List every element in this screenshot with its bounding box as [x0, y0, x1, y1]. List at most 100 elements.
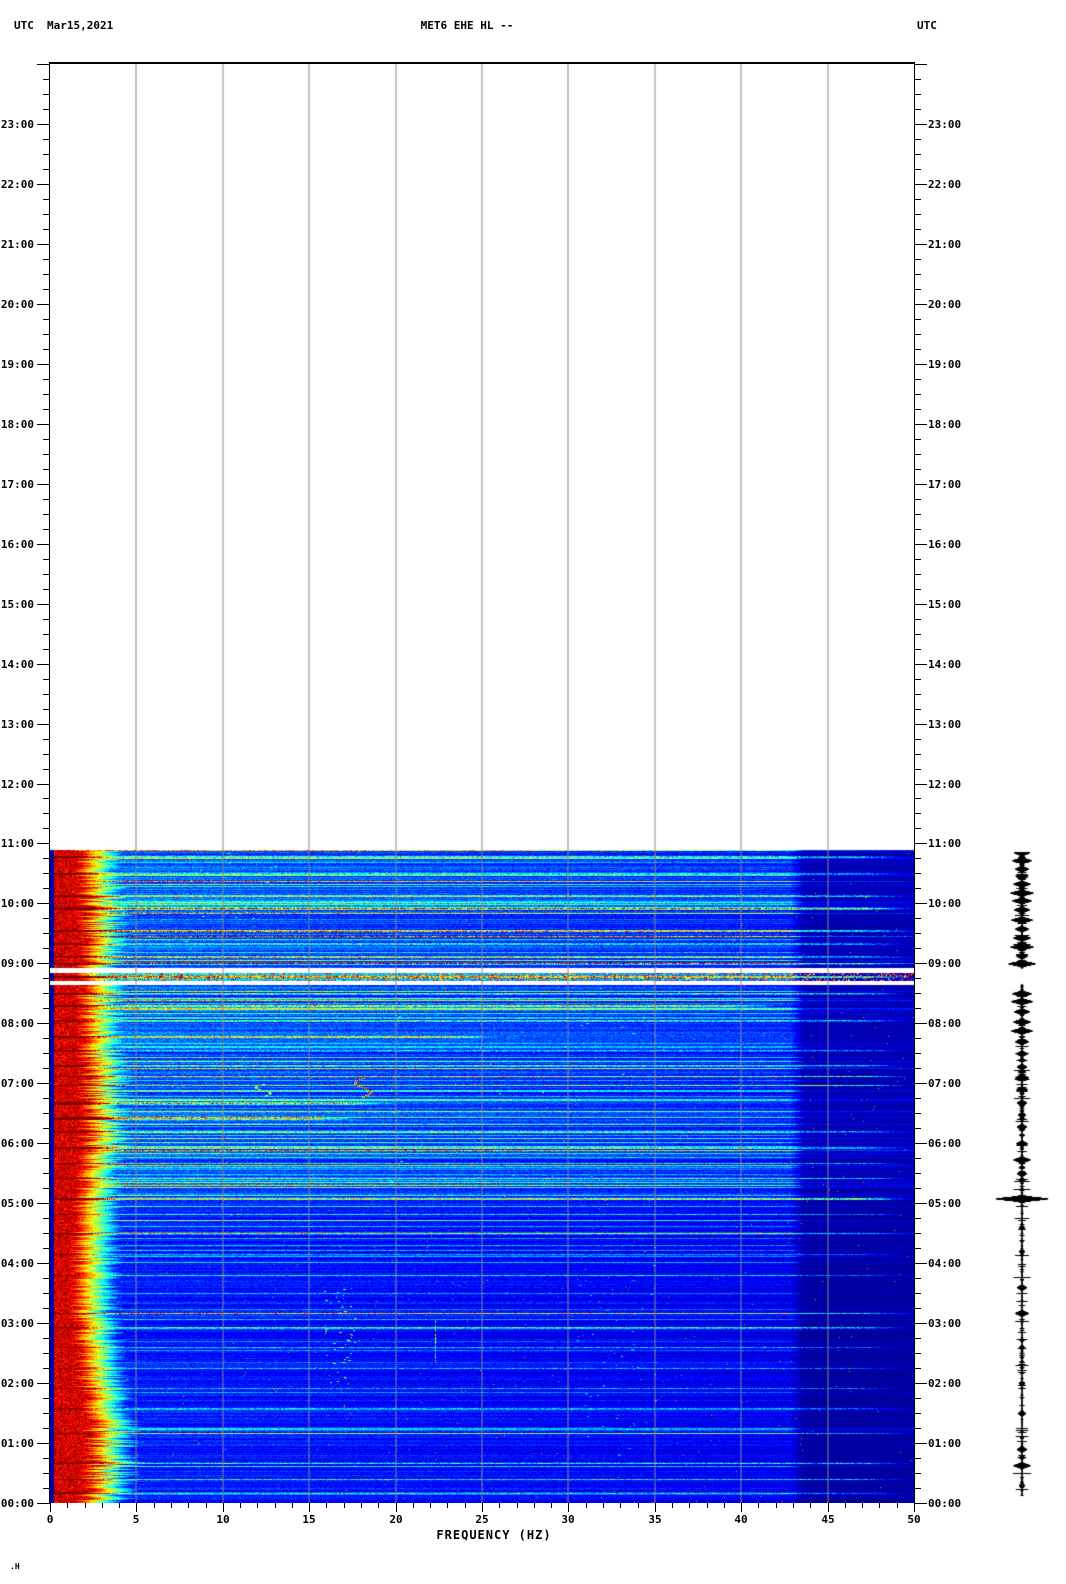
x-axis-tick: [67, 1503, 68, 1508]
x-axis-tick: [689, 1503, 690, 1508]
y-axis-tick-left: [37, 1323, 50, 1324]
x-axis-tick: [136, 1503, 137, 1512]
y-axis-tick-left: [43, 1458, 50, 1459]
x-axis-tick: [586, 1503, 587, 1508]
y-axis-tick-left: [43, 1038, 50, 1039]
y-axis-tick-left: [43, 1248, 50, 1249]
y-axis-tick-right: [914, 963, 927, 964]
x-axis-tick: [482, 1503, 483, 1512]
y-tick-label-right: 10:00: [928, 897, 962, 910]
y-tick-label-left: 04:00: [0, 1257, 34, 1270]
y-axis-tick-right: [914, 1368, 921, 1369]
y-tick-label-right: 06:00: [928, 1137, 962, 1150]
x-axis-tick: [620, 1503, 621, 1508]
y-axis-tick-left: [43, 634, 50, 635]
y-axis-tick-right: [914, 544, 927, 545]
y-axis-tick-left: [37, 843, 50, 844]
y-tick-label-left: 11:00: [0, 837, 34, 850]
y-tick-label-left: 21:00: [0, 238, 34, 251]
x-axis-tick: [517, 1503, 518, 1508]
y-tick-label-right: 00:00: [928, 1497, 962, 1510]
x-axis-tick: [309, 1503, 310, 1512]
y-axis-tick-right: [914, 439, 921, 440]
y-axis-tick-right: [914, 1083, 927, 1084]
y-axis-tick-left: [37, 64, 50, 65]
y-tick-label-left: 20:00: [0, 298, 34, 311]
y-axis-tick-right: [914, 559, 921, 560]
x-tick-label: 25: [475, 1513, 489, 1526]
y-axis-tick-left: [43, 754, 50, 755]
y-axis-tick-left: [37, 304, 50, 305]
y-axis-tick-right: [914, 1173, 921, 1174]
y-axis-tick-left: [43, 169, 50, 170]
y-axis-tick-left: [43, 1098, 50, 1099]
y-axis-tick-right: [914, 214, 921, 215]
y-axis-tick-right: [914, 79, 921, 80]
x-axis-tick: [724, 1503, 725, 1508]
y-axis-tick-left: [37, 903, 50, 904]
y-axis-tick-left: [43, 873, 50, 874]
y-tick-label-right: 15:00: [928, 598, 962, 611]
y-axis-tick-right: [914, 109, 921, 110]
footer-mark: .H: [10, 1562, 20, 1571]
y-axis-tick-left: [43, 1368, 50, 1369]
x-axis-tick: [378, 1503, 379, 1508]
y-tick-label-left: 08:00: [0, 1017, 34, 1030]
y-axis-tick-left: [43, 918, 50, 919]
y-axis-tick-left: [37, 1023, 50, 1024]
x-axis-tick: [223, 1503, 224, 1512]
y-axis-tick-right: [914, 1068, 921, 1069]
x-tick-label: 35: [648, 1513, 662, 1526]
y-axis-tick-left: [43, 274, 50, 275]
y-axis-tick-right: [914, 784, 927, 785]
y-axis-tick-right: [914, 1023, 927, 1024]
y-axis-tick-right: [914, 769, 921, 770]
y-tick-label-right: 11:00: [928, 837, 962, 850]
x-axis-tick: [206, 1503, 207, 1508]
y-axis-tick-left: [43, 828, 50, 829]
y-tick-label-left: 22:00: [0, 178, 34, 191]
y-tick-label-right: 03:00: [928, 1317, 962, 1330]
x-tick-label: 50: [907, 1513, 921, 1526]
y-axis-tick-right: [914, 529, 921, 530]
y-axis-tick-right: [914, 1308, 921, 1309]
y-axis-tick-left: [37, 544, 50, 545]
y-axis-tick-right: [914, 918, 921, 919]
y-axis-tick-right: [914, 709, 921, 710]
y-axis-tick-left: [43, 319, 50, 320]
y-axis-tick-right: [914, 1278, 921, 1279]
y-axis-tick-left: [43, 94, 50, 95]
y-axis-tick-right: [914, 888, 921, 889]
x-axis-tick: [914, 1503, 915, 1512]
y-axis-tick-left: [43, 1308, 50, 1309]
y-axis-tick-left: [43, 888, 50, 889]
y-tick-label-right: 21:00: [928, 238, 962, 251]
y-tick-label-right: 19:00: [928, 358, 962, 371]
y-axis-tick-right: [914, 813, 921, 814]
x-tick-label: 5: [132, 1513, 140, 1526]
y-tick-label-left: 00:00: [0, 1497, 34, 1510]
y-axis-tick-right: [914, 229, 921, 230]
x-tick-label: 45: [821, 1513, 835, 1526]
y-axis-tick-right: [914, 1053, 921, 1054]
y-axis-tick-right: [914, 1008, 921, 1009]
y-axis-tick-right: [914, 1383, 927, 1384]
y-axis-tick-left: [37, 484, 50, 485]
y-axis-tick-left: [43, 739, 50, 740]
y-tick-label-left: 10:00: [0, 897, 34, 910]
y-axis-tick-right: [914, 1203, 927, 1204]
y-axis-tick-left: [37, 724, 50, 725]
y-axis-tick-right: [914, 379, 921, 380]
y-axis-tick-right: [914, 664, 927, 665]
x-axis-tick: [741, 1503, 742, 1512]
spectrogram-canvas: [50, 64, 914, 1503]
x-axis-tick: [672, 1503, 673, 1508]
y-axis-tick-right: [914, 424, 927, 425]
y-axis-tick-left: [43, 439, 50, 440]
y-axis-tick-right: [914, 1113, 921, 1114]
x-axis-tick: [344, 1503, 345, 1508]
y-axis-tick-left: [37, 184, 50, 185]
x-axis-tick: [758, 1503, 759, 1508]
y-axis-tick-right: [914, 199, 921, 200]
y-tick-label-left: 23:00: [0, 118, 34, 131]
